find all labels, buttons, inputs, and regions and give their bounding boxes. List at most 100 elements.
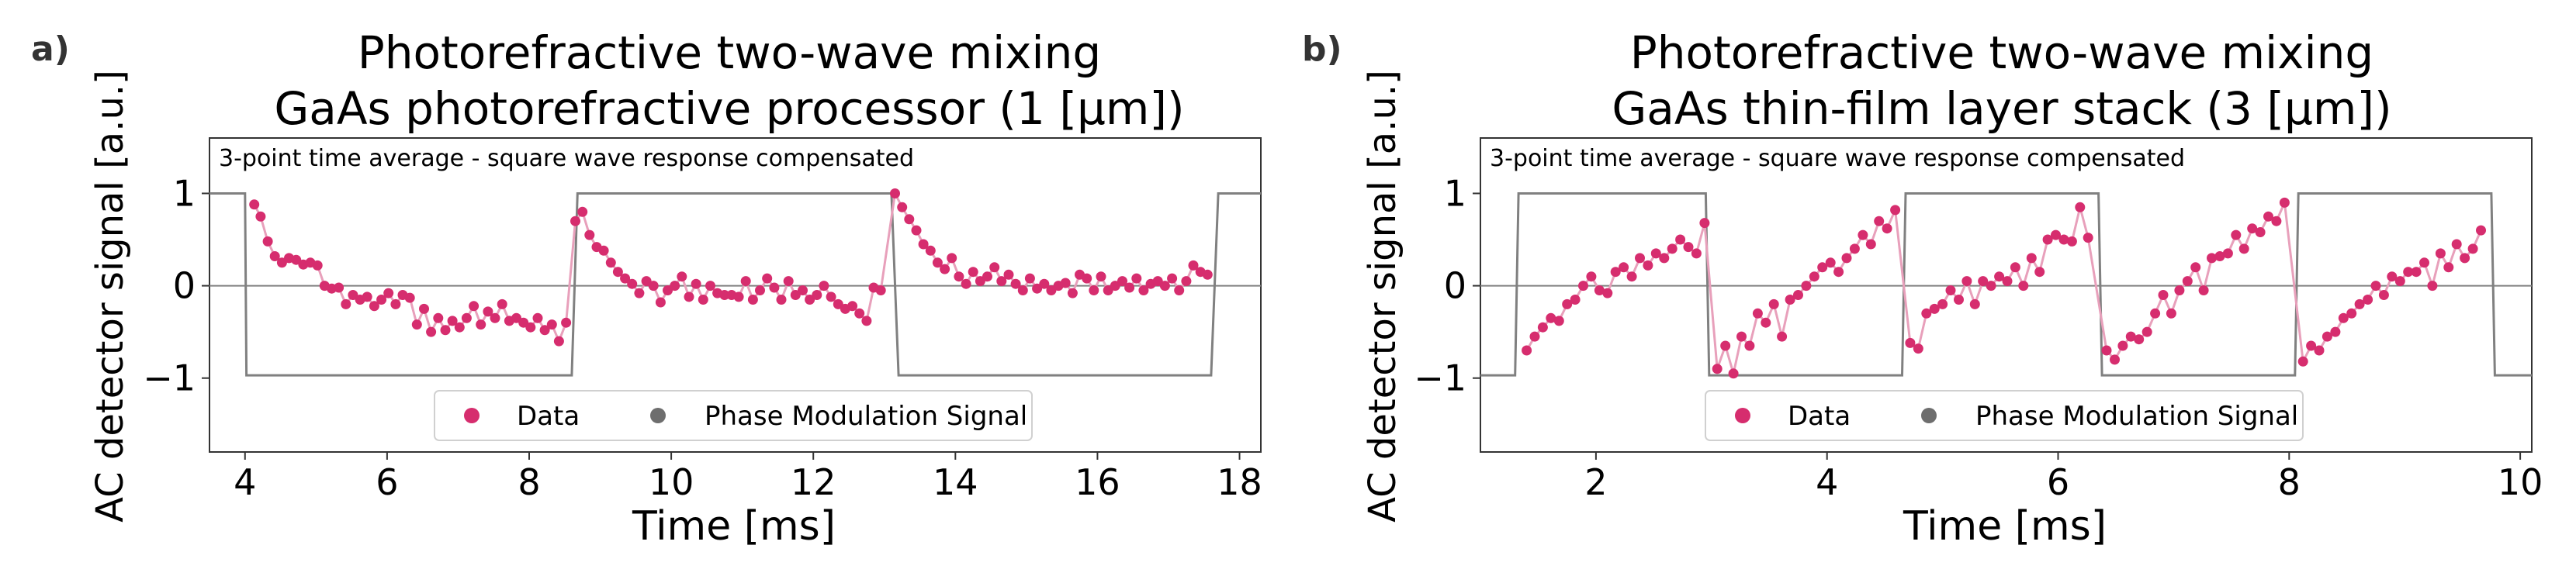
panel-a-data-point [691, 278, 701, 289]
panel-b-data-point [1905, 337, 1916, 348]
panel-a-data-point [982, 271, 992, 282]
panel-a-data-point [890, 188, 900, 198]
panel-a-data-point [262, 236, 273, 247]
panel-a-data-point [546, 319, 557, 330]
panel-a-y-tick-label: 1 [173, 172, 196, 214]
panel-a-data-point [483, 306, 493, 317]
panel-b-data-point [1586, 271, 1597, 282]
panel-b-x-tick-label: 4 [1816, 461, 1838, 503]
panel-b-data-point [1691, 248, 1702, 259]
panel-b-data-point [1913, 343, 1923, 354]
panel-a-x-tick-label: 8 [518, 461, 540, 503]
panel-b-y-tick-label: −1 [1414, 357, 1466, 399]
panel-a-data-point [1032, 283, 1043, 294]
panel-a-data-point [875, 285, 886, 295]
panel-b-legend-data-marker [1735, 408, 1750, 423]
panel-b-data-point [1562, 298, 1573, 309]
panel-b-data-point [2026, 253, 2037, 264]
panel-a-data-point [1181, 276, 1192, 287]
panel-a-data-point [932, 257, 943, 268]
panel-b-data-point [2314, 345, 2325, 356]
panel-b-data-point [2330, 326, 2341, 337]
panel-a-data-point [532, 312, 543, 323]
panel-b-data-point [2125, 331, 2136, 342]
panel-b-data-point [1683, 242, 1694, 253]
panel-b-legend-box [1705, 390, 2304, 441]
panel-b-data-point [1752, 308, 1763, 319]
panel-b-data-point [2476, 225, 2486, 236]
panel-a-data-point [1089, 285, 1099, 295]
panel-b-data-point [2354, 298, 2365, 309]
panel-b-data-point [1817, 262, 1828, 273]
panel-a-data-point [341, 298, 351, 309]
panel-a-data-point [847, 301, 858, 312]
panel-a-data-point [511, 312, 521, 323]
panel-b-data-point [1882, 223, 1892, 234]
panel-a-data-point [954, 271, 964, 282]
panel-a-data-point [854, 308, 865, 319]
panel-b-data-point [2443, 262, 2454, 273]
panel-a-data-point [249, 199, 260, 210]
panel-a-data-point [798, 285, 808, 295]
panel-b-data-point [2042, 234, 2053, 245]
panel-a-data-point [1017, 285, 1028, 295]
panel-b-data-point [1954, 295, 1964, 305]
panel-b-modulation-line [1480, 192, 2532, 377]
panel-a-data-point [961, 278, 971, 289]
panel-a-data-point [627, 278, 638, 289]
panel-a-legend: Data Phase Modulation Signal [434, 390, 1033, 441]
panel-a-data-point [705, 281, 715, 292]
panel-a-data-point [947, 253, 957, 264]
panel-b-x-tick-label: 2 [1584, 461, 1607, 503]
panel-b-data-point [2018, 281, 2029, 292]
panel-a-data-point [918, 239, 929, 250]
panel-a-data-point [1003, 269, 1014, 280]
panel-b-data-point [1785, 295, 1795, 305]
panel-a-data-point [376, 295, 387, 305]
panel-b-x-axis-label: Time [ms] [1903, 503, 2107, 550]
panel-b-data-point [1610, 267, 1621, 278]
panel-a-data-point [968, 267, 978, 278]
panel-a-data-point [553, 336, 564, 347]
panel-a-data-point [925, 245, 936, 256]
panel-a-data-point [1039, 278, 1050, 289]
panel-a-data-point [369, 301, 379, 312]
panel-a: a) Photorefractive two-wave mixing GaAs … [31, 26, 1262, 550]
panel-a-data-point [390, 298, 401, 309]
panel-b-data-point [1921, 308, 1932, 319]
panel-a-label: a) [31, 29, 70, 69]
panel-b-data-point [2279, 197, 2290, 208]
panel-b-data-point [2306, 340, 2317, 351]
panel-a-annotation: 3-point time average - square wave respo… [219, 145, 914, 172]
panel-b-data-point [1849, 243, 1860, 254]
panel-b-data-point [1546, 312, 1556, 323]
panel-b-data-point [2150, 308, 2161, 319]
panel-b-data-point [2271, 216, 2282, 226]
panel-b-data-point [1841, 253, 1852, 264]
panel-b-data-point [2207, 253, 2217, 264]
panel-a-data-point [1010, 278, 1021, 289]
panel-b-data-point [1978, 276, 1989, 287]
panel-a-data-point [1046, 285, 1057, 295]
panel-a-title-line1: Photorefractive two-wave mixing [358, 26, 1101, 79]
panel-b-legend: Data Phase Modulation Signal [1705, 390, 2304, 441]
panel-a-data-point [762, 273, 773, 284]
panel-b-x-tick-label: 6 [2047, 461, 2069, 503]
panel-b-data-point [2238, 243, 2249, 254]
panel-a-data-point [1024, 273, 1035, 284]
panel-b-data-point [1994, 271, 2005, 282]
panel-b-x-tick-label: 8 [2278, 461, 2301, 503]
panel-a-data-point [490, 312, 500, 323]
panel-a-data-point [677, 271, 687, 282]
panel-a-data-point [1188, 260, 1199, 271]
panel-a-data-point [790, 290, 801, 300]
panel-a-data-point [1096, 271, 1106, 282]
panel-a-x-tick-label: 10 [649, 461, 694, 503]
panel-b-data-point [2034, 267, 2045, 278]
panel-a-data-point [1167, 273, 1178, 284]
panel-b-data-point [2134, 334, 2145, 345]
panel-b-data-point [1809, 271, 1819, 282]
panel-b-data-point [2117, 340, 2128, 351]
panel-b-data-point [2247, 223, 2258, 234]
